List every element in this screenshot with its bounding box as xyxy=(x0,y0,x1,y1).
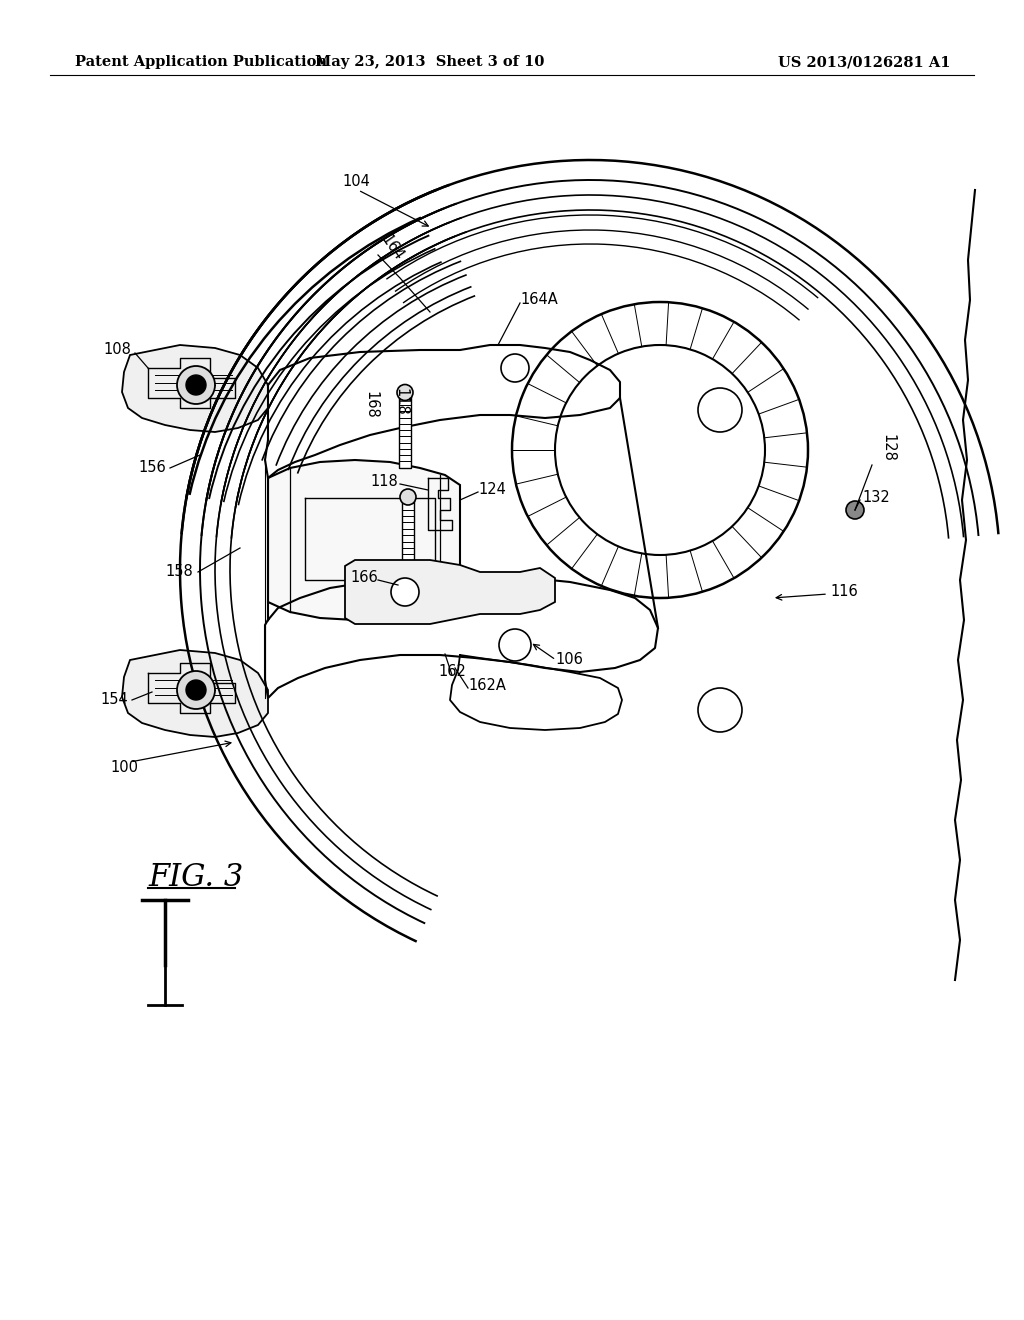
Text: 158: 158 xyxy=(165,565,193,579)
Text: 162: 162 xyxy=(438,664,466,680)
Text: 164: 164 xyxy=(378,232,407,264)
Text: 116: 116 xyxy=(830,585,858,599)
Polygon shape xyxy=(399,392,411,467)
Text: US 2013/0126281 A1: US 2013/0126281 A1 xyxy=(777,55,950,69)
Polygon shape xyxy=(345,560,555,624)
Circle shape xyxy=(400,488,416,506)
Polygon shape xyxy=(402,498,414,568)
Text: 154: 154 xyxy=(100,693,128,708)
Polygon shape xyxy=(122,345,268,432)
Text: 108: 108 xyxy=(103,342,131,358)
Text: 164A: 164A xyxy=(520,293,558,308)
Text: 100: 100 xyxy=(110,760,138,776)
Text: 132: 132 xyxy=(862,491,890,506)
Circle shape xyxy=(846,502,864,519)
Circle shape xyxy=(397,384,413,400)
Text: 168: 168 xyxy=(362,391,378,418)
Text: May 23, 2013  Sheet 3 of 10: May 23, 2013 Sheet 3 of 10 xyxy=(315,55,545,69)
Text: Patent Application Publication: Patent Application Publication xyxy=(75,55,327,69)
Circle shape xyxy=(391,578,419,606)
Circle shape xyxy=(186,680,206,700)
Text: 124: 124 xyxy=(478,483,506,498)
Text: 118: 118 xyxy=(370,474,397,490)
Text: 128: 128 xyxy=(880,434,895,462)
Circle shape xyxy=(186,375,206,395)
Circle shape xyxy=(177,671,215,709)
Polygon shape xyxy=(268,459,460,620)
Text: 162A: 162A xyxy=(468,677,506,693)
Text: 118: 118 xyxy=(393,388,408,416)
Text: 156: 156 xyxy=(138,461,166,475)
Polygon shape xyxy=(122,649,268,737)
Text: 104: 104 xyxy=(342,174,370,190)
Text: 166: 166 xyxy=(350,570,378,586)
Text: FIG. 3: FIG. 3 xyxy=(148,862,244,894)
Circle shape xyxy=(177,366,215,404)
Text: 106: 106 xyxy=(555,652,583,668)
